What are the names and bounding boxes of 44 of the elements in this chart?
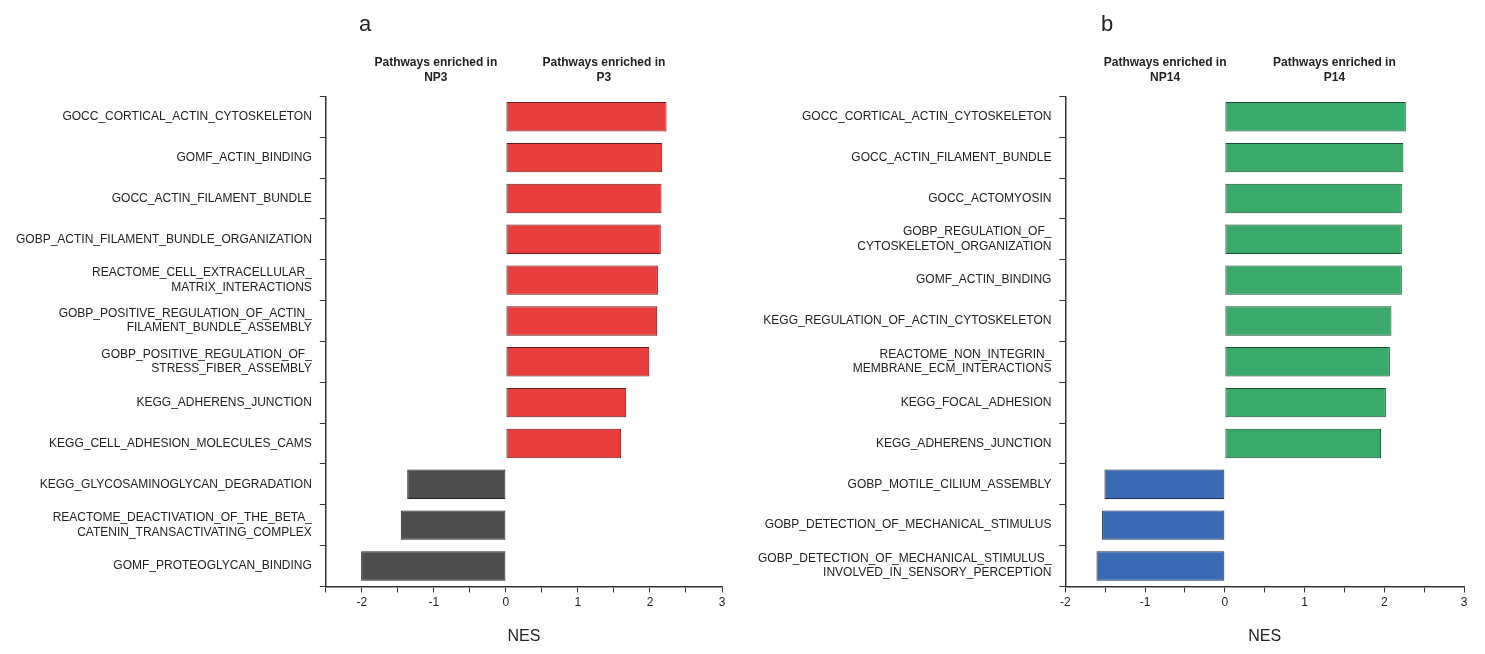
x-tick-label: 3 bbox=[1460, 594, 1468, 609]
y-tick-label: KEGG_CELL_ADHESION_MOLECULES_CAMS bbox=[49, 435, 312, 450]
y-tick-label: KEGG_ADHERENS_JUNCTION bbox=[136, 394, 312, 409]
x-tick-label: -2 bbox=[356, 594, 368, 609]
y-tick-label: GOBP_ACTIN_FILAMENT_BUNDLE_ORGANIZATION bbox=[15, 231, 312, 246]
y-tick-label: GOBP_POSITIVE_REGULATION_OF_ACTIN_ FILAMENT_BUNDLE_ASSEMBLY bbox=[58, 306, 313, 335]
x-tick-label: -1 bbox=[428, 594, 440, 609]
y-tick-label: GOBP_DETECTION_OF_MECHANICAL_STIMULUS bbox=[764, 517, 1052, 532]
x-tick-label: 3 bbox=[718, 594, 726, 609]
text: Pathways enriched in NP3 bbox=[374, 55, 498, 85]
x-tick-label: 0 bbox=[502, 594, 510, 609]
y-tick-label: GOCC_CORTICAL_ACTIN_CYTOSKELETON bbox=[62, 109, 312, 124]
x-axis-title: NES bbox=[1248, 626, 1282, 644]
y-tick-label: GOCC_ACTIN_FILAMENT_BUNDLE bbox=[851, 149, 1052, 164]
y-tick-label: GOMF_ACTIN_BINDING bbox=[176, 149, 312, 164]
text: Pathways enriched in P3 bbox=[542, 55, 666, 85]
y-tick-label: REACTOME_CELL_EXTRACELLULAR_ MATRIX_INTERACTIONS bbox=[91, 265, 313, 294]
y-tick-label: KEGG_FOCAL_ADHESION bbox=[900, 394, 1052, 409]
y-tick-label: GOBP_POSITIVE_REGULATION_OF_ STRESS_FIBER_ASSEMBLY bbox=[101, 346, 313, 376]
x-axis-title: NES bbox=[507, 626, 541, 644]
chart-title: b bbox=[1100, 11, 1114, 37]
x-tick-label: -2 bbox=[1060, 594, 1072, 609]
y-tick-label: GOCC_CORTICAL_ACTIN_CYTOSKELETON bbox=[801, 109, 1052, 124]
text: Pathways enriched in P14 bbox=[1273, 55, 1396, 85]
y-tick-label: REACTOME_NON_INTEGRIN_ MEMBRANE_ECM_INTERACTIONS bbox=[852, 346, 1052, 376]
y-tick-label: GOBP_REGULATION_OF_ CYTOSKELETON_ORGANIZATION bbox=[857, 224, 1052, 253]
y-tick-label: GOCC_ACTIN_FILAMENT_BUNDLE bbox=[111, 190, 312, 205]
x-tick-label: 2 bbox=[1380, 594, 1388, 609]
text: Pathways enriched in NP14 bbox=[1103, 55, 1227, 85]
y-tick-label: KEGG_ADHERENS_JUNCTION bbox=[876, 435, 1052, 450]
x-tick-label: 2 bbox=[646, 594, 654, 609]
y-tick-label: GOBP_DETECTION_OF_MECHANICAL_STIMULUS_ INVOLVED_IN_SENSORY_PERCEPTION bbox=[757, 551, 1052, 580]
y-tick-label: KEGG_GLYCOSAMINOGLYCAN_DEGRADATION bbox=[39, 476, 312, 491]
y-tick-label: REACTOME_DEACTIVATION_OF_THE_BETA_ CATENIN_TRANSACTIVATING_COMPLEX bbox=[52, 510, 313, 539]
x-tick-label: -1 bbox=[1139, 594, 1151, 609]
y-tick-label: GOMF_PROTEOGLYCAN_BINDING bbox=[113, 558, 312, 573]
y-tick-label: GOMF_ACTIN_BINDING bbox=[916, 272, 1052, 287]
y-tick-label: KEGG_REGULATION_OF_ACTIN_CYTOSKELETON bbox=[763, 313, 1052, 328]
chart-title: a bbox=[358, 11, 372, 37]
x-tick-label: 1 bbox=[1301, 594, 1309, 609]
y-tick-label: GOBP_MOTILE_CILIUM_ASSEMBLY bbox=[847, 476, 1052, 491]
x-tick-label: 1 bbox=[574, 594, 582, 609]
x-tick-label: 0 bbox=[1221, 594, 1229, 609]
y-tick-label: GOCC_ACTOMYOSIN bbox=[928, 190, 1052, 205]
